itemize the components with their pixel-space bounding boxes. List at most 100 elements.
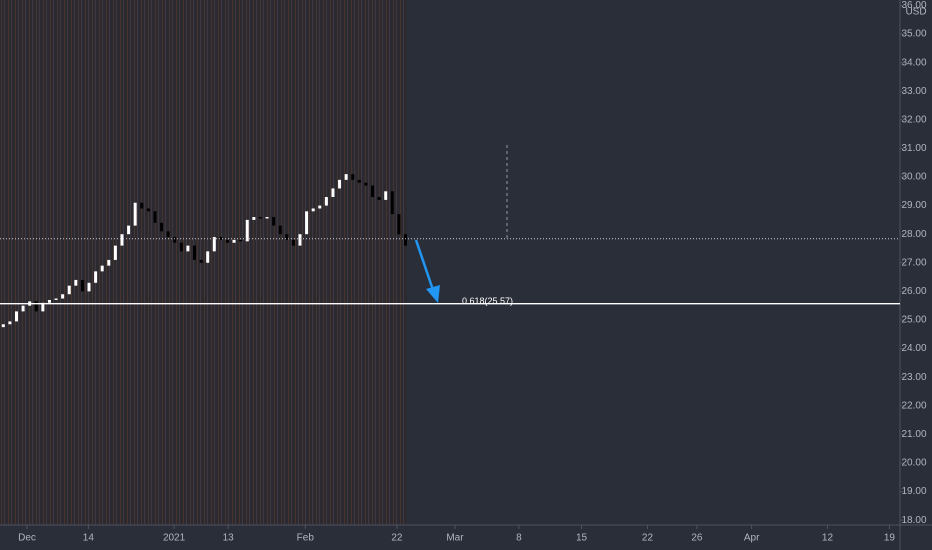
candle-body — [179, 242, 183, 252]
candle-body — [351, 174, 355, 180]
session-shading — [0, 0, 407, 525]
candle-body — [54, 298, 58, 300]
candle-body — [397, 214, 401, 235]
candle-body — [173, 237, 177, 243]
arrow-shaft — [414, 239, 435, 291]
x-tick-label: 19 — [884, 533, 896, 544]
candle-body — [61, 294, 65, 299]
candle-body — [338, 179, 342, 189]
candle-body — [377, 197, 381, 200]
candle-body — [14, 311, 18, 322]
candle-body — [225, 239, 229, 243]
x-tick-label: Mar — [446, 533, 464, 544]
candle-body — [113, 245, 117, 260]
x-tick-label: 15 — [576, 533, 588, 544]
x-tick-label: 22 — [391, 533, 403, 544]
y-tick-label: 35.00 — [901, 29, 926, 40]
candle-body — [67, 285, 71, 295]
x-tick-label: Apr — [744, 533, 760, 544]
candle-body — [146, 208, 150, 212]
x-tick-label: 13 — [223, 533, 235, 544]
x-tick-label: Dec — [18, 533, 36, 544]
candle-body — [80, 279, 84, 292]
arrow-head — [426, 285, 440, 303]
candle-body — [1, 324, 5, 328]
candle-body — [298, 234, 302, 246]
candle-body — [232, 239, 236, 243]
candle-body — [258, 217, 262, 219]
candle-body — [107, 259, 111, 266]
candle-body — [364, 182, 368, 186]
x-tick-label: 8 — [516, 533, 522, 544]
candle-body — [166, 231, 170, 238]
candle-body — [127, 225, 131, 235]
candle-body — [47, 299, 51, 303]
y-tick-label: 29.00 — [901, 200, 926, 211]
candle-body — [384, 191, 388, 200]
candle-body — [318, 205, 322, 209]
candle-body — [94, 271, 98, 283]
candle-body — [212, 237, 216, 252]
y-tick-label: 18.00 — [901, 515, 926, 526]
y-tick-label: 20.00 — [901, 458, 926, 469]
candle-body — [160, 222, 164, 232]
x-tick-label: 26 — [691, 533, 703, 544]
candle-body — [153, 211, 157, 223]
candle-body — [357, 179, 361, 183]
y-tick-label: 26.00 — [901, 286, 926, 297]
y-tick-label: 28.00 — [901, 229, 926, 240]
candle-body — [133, 202, 137, 226]
candle-body — [311, 208, 315, 212]
y-tick-label: 32.00 — [901, 114, 926, 125]
candle-body — [324, 197, 328, 206]
x-tick-label: 2021 — [163, 533, 186, 544]
y-tick-label: 34.00 — [901, 57, 926, 68]
candle-body — [193, 245, 197, 260]
y-tick-label: 24.00 — [901, 343, 926, 354]
x-tick-label: 14 — [83, 533, 95, 544]
candle-body — [403, 234, 407, 246]
candle-body — [291, 239, 295, 246]
candle-body — [272, 217, 276, 226]
y-tick-label: 22.00 — [901, 400, 926, 411]
fib-level-label: 0.618(25.57) — [462, 296, 513, 306]
y-tick-label: 23.00 — [901, 372, 926, 383]
currency-label: USD — [905, 7, 926, 18]
candle-body — [206, 251, 210, 263]
candle-body — [8, 321, 12, 325]
x-tick-label: 22 — [642, 533, 654, 544]
candle-body — [219, 237, 223, 240]
y-tick-label: 30.00 — [901, 172, 926, 183]
candle-body — [390, 191, 394, 215]
candle-body — [265, 217, 269, 219]
candle-body — [186, 245, 190, 252]
x-tick-label: Feb — [297, 533, 315, 544]
y-tick-label: 31.00 — [901, 143, 926, 154]
candle-body — [74, 279, 78, 286]
y-tick-label: 19.00 — [901, 486, 926, 497]
x-tick-label: 12 — [822, 533, 834, 544]
candle-body — [252, 217, 256, 220]
y-tick-label: 36.00 — [901, 0, 926, 11]
candle-body — [305, 211, 309, 235]
candle-body — [239, 239, 243, 242]
candle-body — [245, 219, 249, 242]
candle-body — [285, 234, 289, 240]
candle-body — [41, 302, 45, 312]
candle-body — [100, 265, 104, 272]
candle-body — [331, 188, 335, 198]
candle-body — [371, 185, 375, 198]
y-tick-label: 27.00 — [901, 257, 926, 268]
y-tick-label: 25.00 — [901, 315, 926, 326]
candle-body — [199, 259, 203, 263]
candle-body — [120, 234, 124, 246]
candle-body — [34, 301, 38, 312]
candle-body — [140, 202, 144, 209]
candle-body — [87, 282, 91, 292]
candle-body — [278, 225, 282, 235]
candle-body — [21, 305, 25, 312]
y-tick-label: 33.00 — [901, 86, 926, 97]
candle-body — [344, 174, 348, 180]
